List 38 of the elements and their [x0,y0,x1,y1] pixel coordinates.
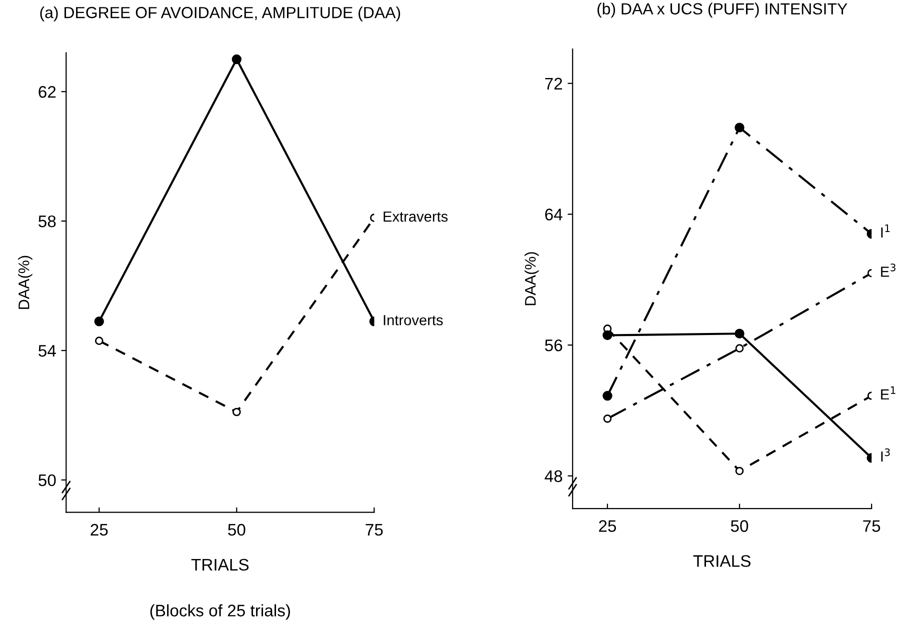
series-label: I$^{3}$ [881,448,890,462]
point [735,344,744,352]
y-tick-label: 48 [544,470,562,482]
point [232,408,241,416]
y-axis-title: DAA(%) [18,256,32,309]
series-label: Introverts [384,315,443,326]
y-tick-label: 54 [38,345,56,357]
point [602,390,612,401]
y-tick-label: 62 [38,86,56,98]
x-tick-label: 25 [599,520,616,532]
series-label: E$^{1}$ [881,386,896,400]
y-tick-label: 50 [38,474,56,486]
point [602,330,612,340]
text: (Blocks of 25 trials) [150,604,290,620]
series-label: Extraverts [384,212,448,222]
point [94,336,104,345]
y-tick-label: 58 [38,215,56,228]
x-tick-label: 75 [863,520,880,532]
point [94,316,104,326]
x-tick-label: 25 [90,524,108,536]
x-tick-label: 50 [730,520,748,532]
y-tick-label: 64 [545,208,562,220]
x-axis-title: TRIALS [693,555,750,567]
x-tick-label: 75 [366,524,383,536]
chart-title: (b) DAA x UCS (PUFF) INTENSITY [598,2,848,18]
series-label: I$^{1}$ [881,224,890,238]
point [603,414,612,423]
y-tick-label: 72 [545,78,562,90]
y-axis-title: DAA(%) [524,252,539,306]
x-axis-title: TRIALS [191,558,249,571]
point [232,54,242,64]
point [734,328,744,338]
point [734,122,744,132]
y-tick-label: 56 [545,339,562,352]
chart-title: (a) DEGREE OF AVOIDANCE, AMPLITUDE (DAA) [40,6,400,22]
point [735,466,744,476]
series-label: E$^{3}$ [881,264,896,277]
x-tick-label: 50 [228,524,246,536]
